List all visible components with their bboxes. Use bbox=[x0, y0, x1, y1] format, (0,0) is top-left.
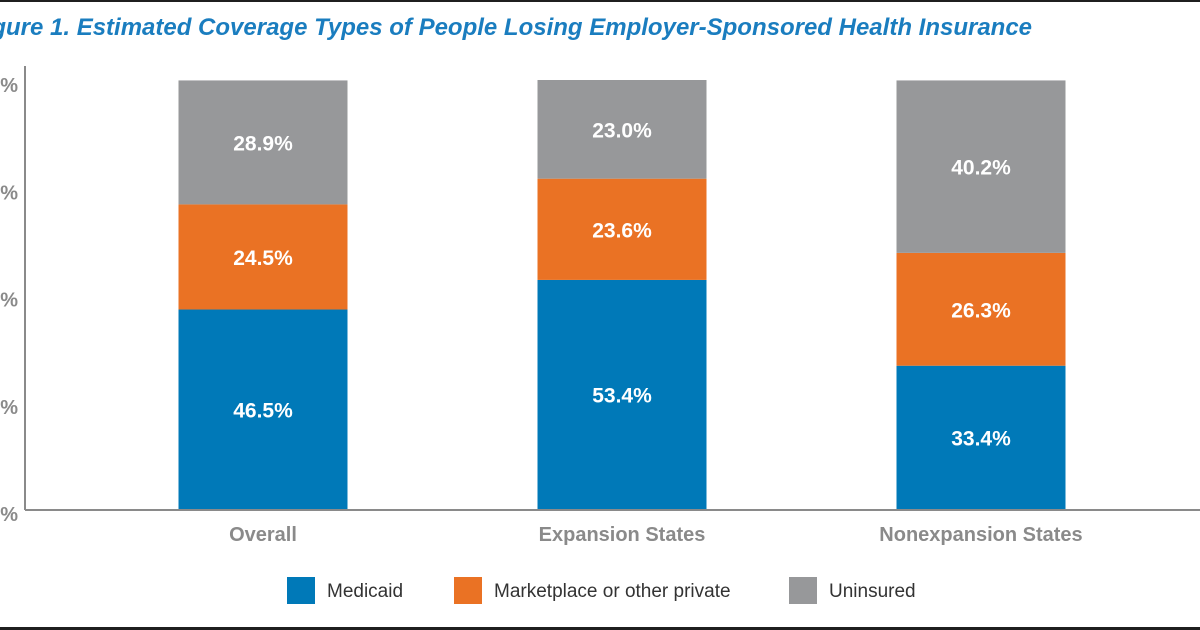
legend-label: Medicaid bbox=[327, 581, 403, 602]
bar-segment bbox=[537, 178, 707, 280]
legend-swatch bbox=[454, 577, 482, 604]
legend-swatch bbox=[287, 577, 315, 604]
x-axis-categories: Overall Expansion States Nonexpansion Stat… bbox=[229, 524, 1083, 546]
legend-label: Marketplace or other private bbox=[494, 581, 731, 602]
data-label: 40.2% bbox=[951, 157, 1011, 180]
category-label: Nonexpansion States bbox=[879, 524, 1082, 546]
bar-segment bbox=[896, 252, 1066, 366]
bar-segment bbox=[896, 80, 1066, 253]
bar-segment bbox=[537, 279, 707, 509]
legend-swatch bbox=[789, 577, 817, 604]
category-label: Expansion States bbox=[539, 524, 706, 546]
y-tick-label: 100% bbox=[0, 75, 18, 97]
y-axis: 0% 25% 50% 75% 100% bbox=[0, 75, 18, 526]
y-tick-label: 75% bbox=[0, 182, 18, 204]
data-label: 24.5% bbox=[233, 247, 293, 270]
data-label: 53.4% bbox=[592, 384, 652, 407]
y-tick-label: 50% bbox=[0, 290, 18, 312]
legend-label: Uninsured bbox=[829, 581, 916, 602]
bar-segment bbox=[178, 309, 348, 509]
y-tick-label: 0% bbox=[0, 504, 18, 526]
bar-segment bbox=[178, 80, 348, 205]
category-label: Overall bbox=[229, 524, 297, 546]
bar-segment bbox=[896, 365, 1066, 509]
data-label: 28.9% bbox=[233, 132, 293, 155]
data-label: 46.5% bbox=[233, 399, 293, 422]
bar-segment bbox=[178, 204, 348, 310]
data-label: 26.3% bbox=[951, 299, 1011, 322]
bars: 46.5% 24.5% 28.9% 53.4% 23.6% 23.0% 33.4% 26.3%… bbox=[178, 80, 1066, 509]
data-label: 23.6% bbox=[592, 219, 652, 242]
chart-title: Figure 1. Estimated Coverage Types of Pe… bbox=[0, 14, 1033, 41]
data-label: 33.4% bbox=[951, 427, 1011, 450]
legend: Medicaid Marketplace or other private Unin… bbox=[287, 577, 916, 604]
data-label: 23.0% bbox=[592, 119, 652, 142]
bar-segment bbox=[537, 80, 707, 179]
y-tick-label: 25% bbox=[0, 397, 18, 419]
